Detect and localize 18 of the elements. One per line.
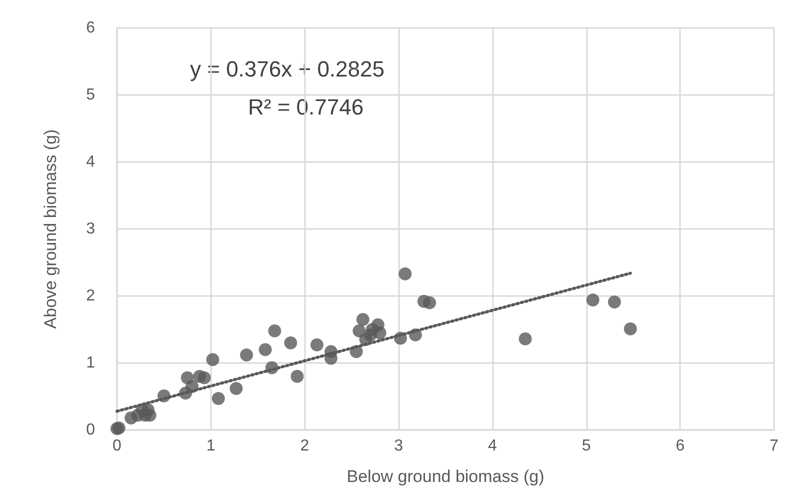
x-tick-label: 7 bbox=[770, 438, 779, 454]
x-tick-label: 4 bbox=[488, 438, 497, 454]
x-axis-title: Below ground biomass (g) bbox=[346, 467, 544, 486]
annotation: R² = 0.7746 bbox=[248, 94, 364, 120]
y-tick-label: 0 bbox=[86, 422, 96, 438]
y-tick-label: 2 bbox=[86, 288, 96, 304]
x-tick-label: 6 bbox=[676, 438, 685, 454]
x-tick-label: 0 bbox=[112, 438, 122, 454]
y-tick-label: 4 bbox=[86, 154, 96, 170]
y-tick-label: 1 bbox=[86, 354, 96, 372]
y-axis-title: Above ground biomass (g) bbox=[41, 129, 60, 329]
y-tick-label: 5 bbox=[86, 86, 96, 104]
x-tick-label: 3 bbox=[394, 438, 404, 454]
x-tick-label: 1 bbox=[206, 438, 216, 454]
x-tick-label: 5 bbox=[582, 438, 591, 454]
y-tick-label: 3 bbox=[86, 220, 96, 238]
x-tick-label: 2 bbox=[300, 438, 310, 454]
y-tick-label: 6 bbox=[86, 20, 96, 36]
